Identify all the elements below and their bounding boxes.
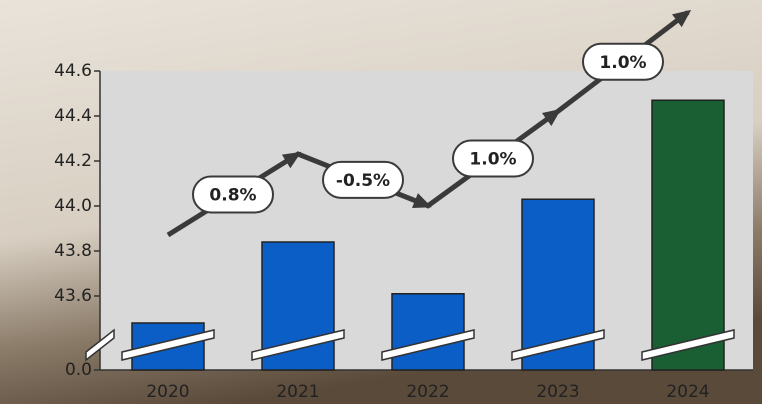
axis-break xyxy=(641,329,735,361)
axis-break xyxy=(251,329,345,361)
arrow-head xyxy=(541,108,562,126)
y-tick-label: 44.0 xyxy=(54,196,92,216)
axis-break xyxy=(511,329,605,361)
change-label: -0.5% xyxy=(336,171,390,191)
change-label: 1.0% xyxy=(599,53,646,73)
arrow-head xyxy=(672,9,692,28)
bar xyxy=(391,293,465,371)
arrow-head xyxy=(281,151,302,169)
axis-break xyxy=(85,328,115,362)
y-tick-label: 43.6 xyxy=(54,286,92,306)
bar xyxy=(651,99,725,371)
x-tick-label: 2022 xyxy=(406,382,449,402)
y-tick-label: 44.4 xyxy=(54,106,92,126)
x-tick-label: 2023 xyxy=(536,382,579,402)
y-tick-label: 44.6 xyxy=(54,61,92,81)
change-pill xyxy=(582,42,664,81)
change-pill xyxy=(322,160,404,199)
change-pill xyxy=(452,139,534,178)
axis-break xyxy=(121,329,215,361)
change-label: 1.0% xyxy=(469,150,516,170)
x-tick-label: 2020 xyxy=(146,382,189,402)
y-tick-label: 0.0 xyxy=(65,360,92,380)
arrow-head xyxy=(412,193,432,209)
y-tick-label: 43.8 xyxy=(54,241,92,261)
axis-break xyxy=(381,329,475,361)
x-tick-label: 2024 xyxy=(666,382,709,402)
x-tick-label: 2021 xyxy=(276,382,319,402)
change-pill xyxy=(192,175,274,214)
change-label: 0.8% xyxy=(209,186,256,206)
y-tick-label: 44.2 xyxy=(54,151,92,171)
